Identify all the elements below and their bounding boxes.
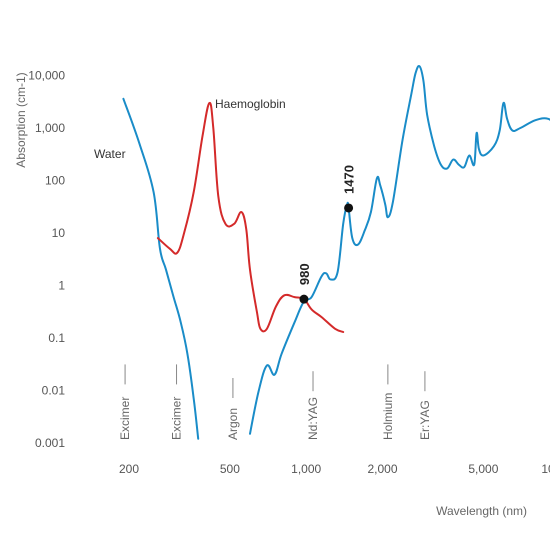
highlight-point [344,203,354,213]
laser-label: Nd:YAG [306,397,320,440]
y-tick-label: 10,000 [28,69,65,83]
laser-markers: ExcimerExcimerArgonNd:YAGHolmiumEr:YAGCO… [118,364,432,440]
y-tick-label: 0.1 [48,331,65,345]
water-line [249,64,550,435]
series-lines [122,64,550,440]
series-labels: Water Haemoglobin [94,97,286,161]
highlight-label: 1470 [342,165,357,194]
x-axis-ticks: 200 500 1,000 2,000 5,000 10,000 [119,462,550,476]
highlight-label: 980 [297,263,312,285]
x-axis-title: Wavelength (nm) [436,504,527,518]
y-tick-label: 100 [45,174,65,188]
y-axis-ticks: 10,000 1,000 100 10 1 0.1 0.01 0.001 [28,69,65,451]
y-tick-label: 1,000 [35,121,65,135]
highlight-point [299,294,309,304]
y-tick-label: 0.001 [35,436,65,450]
y-tick-label: 10 [52,226,66,240]
laser-label: Holmium [381,393,395,440]
x-tick-label: 2,000 [367,462,397,476]
x-tick-label: 10,000 [541,462,550,476]
x-tick-label: 500 [220,462,240,476]
y-axis-title: Absorption (cm-1) [14,72,28,167]
highlight-points: 980 1470 [297,165,357,304]
haemoglobin-line [156,101,345,333]
y-tick-label: 0.01 [42,384,66,398]
laser-label: Er:YAG [418,400,432,440]
water-series-label: Water [94,147,126,161]
x-tick-label: 5,000 [468,462,498,476]
y-tick-label: 1 [58,279,65,293]
water-line [122,97,200,440]
x-tick-label: 200 [119,462,139,476]
x-tick-label: 1,000 [291,462,321,476]
laser-label: Argon [226,408,240,440]
laser-label: Excimer [118,397,132,440]
haemoglobin-series-label: Haemoglobin [215,97,286,111]
laser-label: Excimer [170,397,184,440]
